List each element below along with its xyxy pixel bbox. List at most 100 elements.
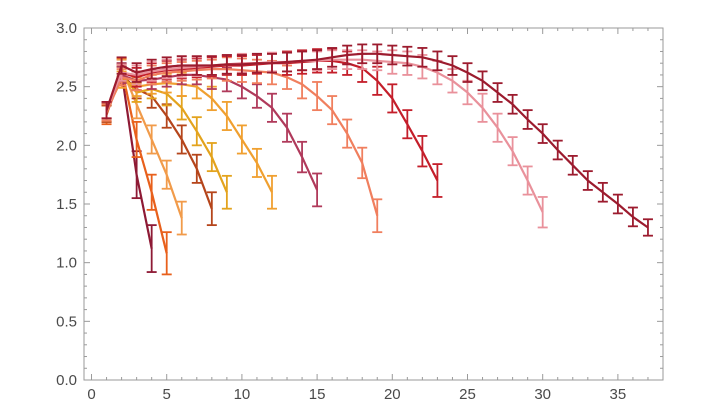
error-bar <box>432 163 443 198</box>
x-tick-label: 25 <box>459 386 476 403</box>
error-bar <box>642 218 653 237</box>
error-bar <box>507 136 518 167</box>
error-bar <box>146 58 157 80</box>
x-tick-label: 5 <box>163 386 171 403</box>
error-bar <box>612 193 623 215</box>
error-bar <box>146 124 157 155</box>
error-bar <box>522 165 533 196</box>
error-bar <box>357 43 368 65</box>
error-bar <box>282 112 293 143</box>
error-bar <box>387 83 398 114</box>
error-bar <box>221 54 232 75</box>
error-bar <box>146 173 157 211</box>
error-bar <box>492 82 503 103</box>
y-tick-label: 0.0 <box>56 372 77 389</box>
error-bar <box>507 93 518 115</box>
error-bar <box>191 116 202 147</box>
error-bar <box>402 45 413 67</box>
error-bar <box>221 174 232 210</box>
error-bar <box>161 103 172 129</box>
error-bar <box>251 52 262 74</box>
error-bar <box>327 95 338 126</box>
error-bar <box>161 231 172 276</box>
error-bar <box>131 62 142 83</box>
error-bar <box>191 55 202 76</box>
error-bar <box>251 83 262 109</box>
error-bar <box>176 200 187 236</box>
x-tick-label: 10 <box>234 386 251 403</box>
error-bar <box>462 79 473 106</box>
error-bar <box>582 170 593 191</box>
error-bar <box>312 81 323 112</box>
y-tick-label: 3.0 <box>56 20 77 37</box>
error-bar <box>462 62 473 83</box>
error-bar <box>537 123 548 144</box>
error-bar <box>206 85 217 112</box>
error-bar <box>552 139 563 161</box>
series-line <box>105 78 273 193</box>
error-bar <box>342 44 353 66</box>
error-bar <box>477 70 488 92</box>
error-bar <box>101 101 112 120</box>
error-bar <box>357 146 368 180</box>
error-bar <box>492 112 503 143</box>
error-bar <box>161 56 172 78</box>
x-tick-label: 15 <box>309 386 326 403</box>
error-bar <box>477 92 488 123</box>
error-bar <box>206 55 217 76</box>
x-tick-label: 30 <box>534 386 551 403</box>
error-bar <box>417 135 428 168</box>
error-bar <box>312 49 323 70</box>
x-tick-label: 20 <box>384 386 401 403</box>
error-bar <box>206 191 217 227</box>
error-bar <box>537 196 548 229</box>
error-bar <box>191 153 202 184</box>
error-bar <box>432 50 443 72</box>
series-layer <box>101 43 653 276</box>
error-bar <box>387 44 398 66</box>
error-bar <box>417 47 428 68</box>
error-bar <box>327 47 338 68</box>
error-bar <box>627 206 638 228</box>
y-tick-labels: 0.0 0.5 1.0 1.5 2.0 2.5 3.0 <box>56 20 77 389</box>
error-bar <box>131 120 142 158</box>
error-bar <box>312 172 323 208</box>
error-bar <box>402 109 413 140</box>
y-tick-label: 0.5 <box>56 313 77 330</box>
error-bar <box>176 124 187 155</box>
error-bar <box>206 142 217 173</box>
error-bar <box>146 224 157 273</box>
error-bar <box>236 54 247 75</box>
y-tick-label: 2.0 <box>56 137 77 154</box>
series-line <box>105 58 544 213</box>
error-bar <box>236 124 247 155</box>
error-bar <box>176 55 187 76</box>
y-tick-label: 2.5 <box>56 79 77 96</box>
error-bar <box>221 101 232 131</box>
error-bar <box>567 154 578 176</box>
error-bar <box>297 140 308 174</box>
error-bar <box>266 92 277 123</box>
error-bar <box>282 51 293 73</box>
error-bar <box>161 159 172 190</box>
error-bar <box>597 181 608 203</box>
error-bar <box>116 56 127 75</box>
y-tick-label: 1.0 <box>56 255 77 272</box>
series-11 <box>101 43 653 237</box>
error-bar <box>372 43 383 65</box>
y-tick-label: 1.5 <box>56 196 77 213</box>
error-bar <box>266 174 277 210</box>
x-tick-labels: 0 5 10 15 20 25 30 35 <box>87 386 626 403</box>
error-bar <box>266 52 277 74</box>
error-bar <box>522 109 533 130</box>
error-bar <box>251 147 262 178</box>
error-bar <box>447 55 458 76</box>
error-bar <box>342 118 353 149</box>
axis-ticks <box>84 27 663 381</box>
error-bar <box>176 95 187 121</box>
x-tick-label: 35 <box>610 386 627 403</box>
error-bar <box>372 198 383 234</box>
x-tick-label: 0 <box>87 386 95 403</box>
error-bar <box>297 50 308 72</box>
